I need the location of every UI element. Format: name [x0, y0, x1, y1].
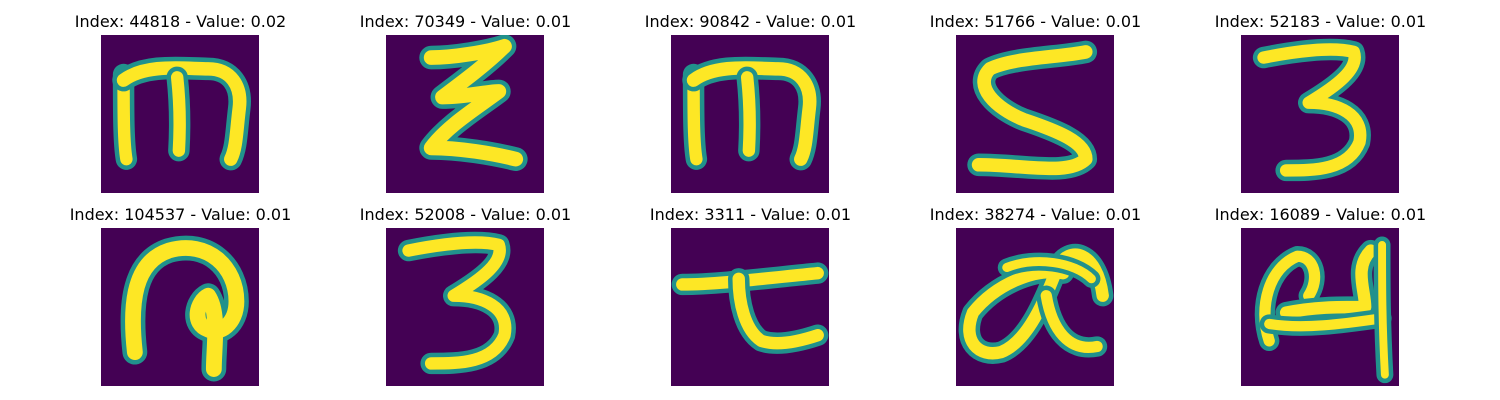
stroke-core [402, 236, 512, 370]
panel-title: Index: 52008 - Value: 0.01 [359, 205, 572, 224]
panel-title: Index: 16089 - Value: 0.01 [1214, 205, 1427, 224]
digit-image [101, 228, 259, 386]
loop-shape-icon [101, 228, 259, 386]
three-shape-icon [1241, 35, 1399, 193]
panel-title: Index: 38274 - Value: 0.01 [929, 205, 1142, 224]
s-shape-icon [956, 35, 1114, 193]
digit-image [671, 35, 829, 193]
stroke-core [170, 71, 186, 157]
panel-title: Index: 104537 - Value: 0.01 [69, 205, 292, 224]
alpha-shape-icon [956, 228, 1114, 386]
stroke-core [125, 240, 245, 377]
stroke-core [1264, 313, 1388, 332]
stroke-core [971, 45, 1093, 176]
panel-title: Index: 3311 - Value: 0.01 [649, 205, 852, 224]
digit-image [386, 228, 544, 386]
panel-title: Index: 44818 - Value: 0.02 [74, 12, 287, 31]
m-shape-icon [671, 35, 829, 193]
digit-image [101, 35, 259, 193]
panel-title: Index: 51766 - Value: 0.01 [929, 12, 1142, 31]
stroke-core [1259, 250, 1321, 347]
digit-image [956, 35, 1114, 193]
panel-title: Index: 70349 - Value: 0.01 [359, 12, 572, 31]
curl-shape-icon [1241, 228, 1399, 386]
stroke-core [1257, 43, 1367, 177]
stroke-core [116, 61, 247, 166]
stroke-core [740, 71, 756, 157]
stroke-core [1279, 244, 1377, 319]
digit-image [1241, 228, 1399, 386]
stroke-core [686, 61, 817, 166]
three-shape-icon [386, 228, 544, 386]
m-shape-icon [101, 35, 259, 193]
panel-title: Index: 52183 - Value: 0.01 [1214, 12, 1427, 31]
digit-image [671, 228, 829, 386]
panel-title: Index: 90842 - Value: 0.01 [644, 12, 857, 31]
stroke-core [963, 248, 1109, 360]
digit-image [956, 228, 1114, 386]
stroke-core [1040, 290, 1103, 353]
digit-image [1241, 35, 1399, 193]
stroke-core [423, 38, 524, 167]
stroke-core [732, 272, 824, 350]
digit-image [386, 35, 544, 193]
zigzag-e-icon [386, 35, 544, 193]
stroke-core [1378, 240, 1389, 379]
stroke-core [1002, 257, 1096, 284]
hook-shape-icon [671, 228, 829, 386]
